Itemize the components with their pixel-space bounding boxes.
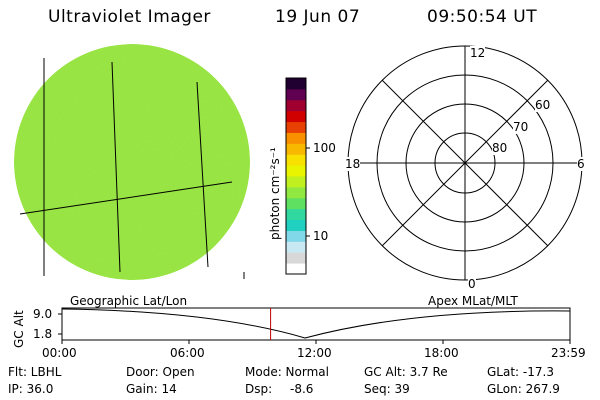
mlt-label-18: 18 <box>345 157 361 171</box>
timeline-xtick-0000: 00:00 <box>42 346 77 360</box>
colorbar-segment <box>286 165 306 177</box>
colorbar-tick-100: 100 <box>313 141 336 155</box>
timeline-xtick-2359: 23:59 <box>551 346 586 360</box>
colorbar-segment <box>286 143 306 155</box>
lat-lon-grid <box>19 58 245 279</box>
color-bar <box>285 77 310 275</box>
timeline-left-label: Geographic Lat/Lon <box>70 294 188 308</box>
seq-info: Seq: 39 <box>364 382 410 396</box>
uv-globe-image <box>14 44 250 280</box>
mode-info: Mode: Normal <box>245 365 329 379</box>
colorbar-segment <box>286 132 306 144</box>
altitude-curve <box>61 308 571 339</box>
colorbar-tick-10: 10 <box>313 229 329 243</box>
instrument-title: Ultraviolet Imager <box>48 7 211 27</box>
colorbar-segment <box>286 208 306 221</box>
door-info: Door: Open <box>126 365 195 379</box>
colorbar-segment <box>286 186 306 199</box>
colorbar-segment <box>286 110 306 123</box>
timeline-xtick-0600: 06:00 <box>170 346 205 360</box>
gc-alt-info: GC Alt: 3.7 Re <box>364 365 448 379</box>
colorbar-segment <box>286 99 306 112</box>
timeline-right-label: Apex MLat/MLT <box>428 294 518 308</box>
dsp-value: -8.6 <box>290 382 314 396</box>
filter-info: Flt: LBHL <box>8 365 62 379</box>
lat-label-70: 70 <box>513 120 529 134</box>
colorbar-segment <box>286 176 306 188</box>
colorbar-segment <box>286 78 306 90</box>
colorbar-segment <box>286 197 306 210</box>
polar-plot <box>347 45 583 281</box>
colorbar-unit-label: photon cm⁻²s⁻¹ <box>268 147 282 240</box>
timeline-ytick-high: 9.0 <box>33 307 53 321</box>
timeline-xtick-1200: 12:00 <box>297 346 332 360</box>
timeline-ytick-low: 1.8 <box>33 327 53 341</box>
timeline-plot <box>58 307 571 344</box>
colorbar-segment <box>286 230 306 242</box>
date-label: 19 Jun 07 <box>275 7 361 27</box>
gain-info: Gain: 14 <box>126 382 177 396</box>
time-label: 09:50:54 UT <box>427 7 538 27</box>
colorbar-segment <box>286 121 306 133</box>
colorbar-segment <box>286 252 306 264</box>
ip-info: IP: 36.0 <box>8 382 54 396</box>
mlt-label-12: 12 <box>470 46 486 60</box>
glon-info: GLon: 267.9 <box>487 382 560 396</box>
mlt-label-0: 0 <box>468 277 476 291</box>
colorbar-segment <box>286 241 306 253</box>
colorbar-segment <box>286 263 306 275</box>
timeline-xtick-1800: 18:00 <box>424 346 459 360</box>
colorbar-segment <box>286 154 306 166</box>
dsp-label: Dsp: <box>245 382 273 396</box>
colorbar-segment <box>286 88 306 101</box>
colorbar-segment <box>286 219 306 231</box>
mlt-label-6: 6 <box>577 157 585 171</box>
lat-label-80: 80 <box>492 141 508 155</box>
lat-label-60: 60 <box>535 98 551 112</box>
glat-info: GLat: -17.3 <box>487 365 554 379</box>
